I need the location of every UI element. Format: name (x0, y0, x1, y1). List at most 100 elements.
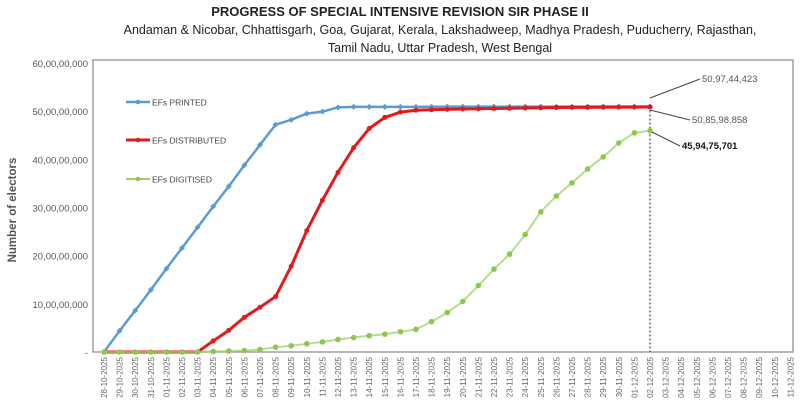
legend-marker (135, 176, 141, 182)
data-point (319, 339, 326, 345)
x-tick-label: 01-12-2025 (630, 356, 639, 397)
plot-frame (92, 59, 794, 353)
data-point (163, 349, 170, 355)
data-point (444, 106, 450, 112)
x-tick-label: 31-10-2025 (147, 356, 156, 397)
data-point (351, 145, 357, 151)
x-tick-label: 08-12-2025 (740, 356, 749, 397)
chart-title: PROGRESS OF SPECIAL INTENSIVE REVISION S… (211, 4, 589, 19)
data-point (288, 263, 294, 269)
data-point (600, 154, 606, 160)
data-point (335, 336, 341, 343)
data-point (194, 349, 201, 355)
x-tick-label: 26-11-2025 (552, 356, 561, 397)
data-point (397, 328, 404, 335)
data-point (226, 348, 232, 354)
data-point (257, 141, 263, 148)
data-point (428, 318, 435, 325)
x-tick-label: 03-12-2025 (662, 356, 671, 397)
data-point (116, 349, 123, 355)
series-efs-digitised (101, 127, 653, 355)
data-point (429, 107, 435, 113)
x-tick-label: 20-11-2025 (459, 356, 468, 397)
data-point (179, 349, 185, 355)
data-point (522, 231, 528, 238)
x-tick-label: 02-12-2025 (646, 356, 655, 397)
x-tick-label: 27-11-2025 (568, 356, 577, 397)
annotation-label: 50,85,98,858 (692, 115, 747, 126)
data-point (631, 104, 637, 110)
data-point (335, 104, 341, 111)
x-tick-label: 21-11-2025 (474, 356, 483, 397)
x-tick-label: 04-12-2025 (677, 356, 686, 397)
data-point (538, 209, 544, 215)
legend-marker (135, 137, 141, 143)
data-point (288, 342, 295, 349)
x-tick-label: 04-11-2025 (209, 356, 218, 397)
data-point (397, 103, 404, 110)
x-tick-label: 30-10-2025 (131, 356, 140, 397)
x-tick-label: 10-11-2025 (303, 356, 312, 397)
x-tick-label: 16-11-2025 (396, 356, 405, 397)
x-tick-label: 28-10-2025 (100, 356, 109, 397)
data-point (647, 104, 653, 110)
x-tick-label: 01-11-2025 (162, 356, 171, 397)
data-point (413, 107, 419, 113)
x-tick-label: 18-11-2025 (428, 356, 437, 397)
annotation-leader (649, 78, 701, 99)
data-point (631, 130, 638, 136)
data-point (569, 104, 575, 110)
data-point (257, 304, 263, 310)
data-point (507, 105, 513, 111)
y-tick-label: 10,00,00,000 (33, 300, 88, 311)
data-point (226, 327, 232, 333)
data-point (241, 347, 248, 354)
data-point (272, 121, 279, 128)
data-point (241, 162, 248, 169)
data-point (366, 332, 373, 339)
data-point (210, 348, 216, 355)
legend-marker (135, 99, 141, 105)
data-point (585, 104, 591, 110)
data-point (506, 251, 513, 258)
x-tick-label: 15-11-2025 (381, 356, 390, 397)
data-point (444, 309, 451, 316)
data-point (210, 338, 216, 344)
x-tick-label: 19-11-2025 (443, 356, 452, 397)
data-point (475, 282, 482, 289)
data-point (304, 341, 310, 347)
x-tick-label: 30-11-2025 (615, 356, 624, 397)
data-point (397, 109, 403, 115)
data-point (491, 106, 497, 112)
chart-subtitle: Andaman & Nicobar, Chhattisgarh, Goa, Gu… (123, 23, 757, 55)
data-point (210, 203, 217, 210)
data-point (460, 106, 466, 112)
y-tick-label: - (85, 348, 88, 359)
data-point (616, 104, 622, 110)
x-tick-label: 10-12-2025 (771, 356, 780, 397)
y-tick-label: 60,00,00,000 (33, 59, 88, 70)
data-point (475, 106, 481, 112)
data-point (132, 349, 138, 355)
data-point (335, 169, 341, 175)
data-point (148, 349, 154, 355)
legend-label: EFs PRINTED (152, 98, 207, 108)
annotation-label: 50,97,44,423 (702, 74, 757, 85)
y-tick-label: 20,00,00,000 (33, 252, 88, 263)
data-point (272, 344, 279, 350)
data-point (382, 114, 388, 120)
x-tick-label: 06-11-2025 (240, 356, 249, 397)
annotation-leader (649, 109, 691, 121)
data-point (101, 349, 107, 355)
data-point (116, 327, 123, 334)
data-point (460, 298, 466, 305)
data-point (303, 110, 310, 117)
x-tick-label: 29-11-2025 (599, 356, 608, 397)
x-tick-label: 07-11-2025 (256, 356, 265, 397)
x-tick-label: 25-11-2025 (537, 356, 546, 397)
x-tick-label: 09-12-2025 (755, 356, 764, 397)
data-point (350, 334, 357, 341)
data-point (273, 294, 279, 300)
annotation-leader (651, 131, 681, 147)
